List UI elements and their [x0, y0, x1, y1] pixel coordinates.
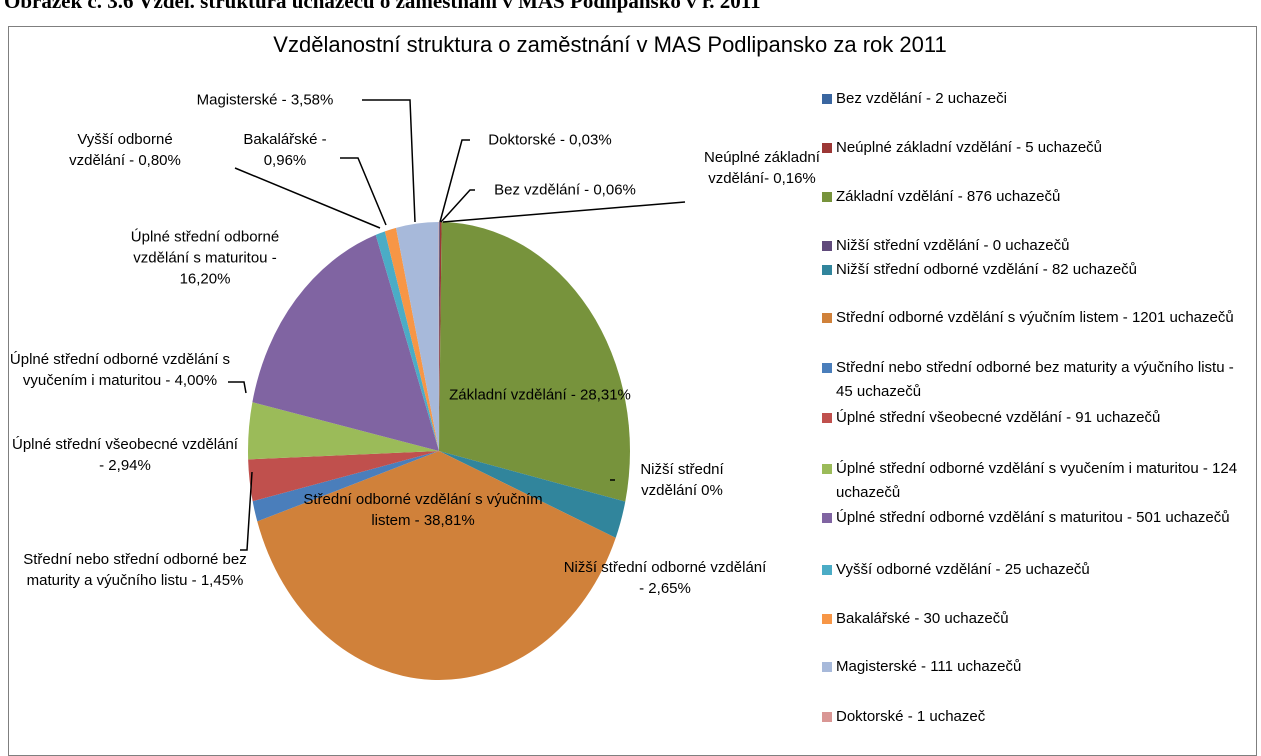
legend-label: Střední odborné vzdělání s výučním liste… [836, 306, 1246, 330]
data-label: Bez vzdělání - 0,06% [435, 180, 695, 201]
legend-swatch [822, 94, 832, 104]
leader-line [235, 168, 380, 228]
legend-swatch [822, 565, 832, 575]
legend-label: Úplné střední odborné vzdělání s vyučení… [836, 457, 1246, 505]
data-label: Doktorské - 0,03% [450, 130, 650, 151]
legend-swatch [822, 614, 832, 624]
legend-label: Střední nebo střední odborné bez maturit… [836, 356, 1246, 404]
legend-swatch [822, 413, 832, 423]
data-label: Bakalářské - 0,96% [235, 129, 335, 171]
legend-label: Základní vzdělání - 876 uchazečů [836, 185, 1246, 209]
leader-line [362, 100, 415, 222]
legend-label: Úplné střední odborné vzdělání s maturit… [836, 506, 1246, 530]
legend-swatch [822, 265, 832, 275]
legend-label: Doktorské - 1 uchazeč [836, 705, 1246, 729]
data-label: Střední nebo střední odborné bez maturit… [15, 549, 255, 591]
legend-swatch [822, 712, 832, 722]
chart-title: Vzdělanostní struktura o zaměstnání v MA… [0, 32, 1220, 58]
data-label: Úplné střední všeobecné vzdělání - 2,94% [10, 434, 240, 476]
legend-swatch [822, 464, 832, 474]
legend-label: Nižší střední odborné vzdělání - 82 ucha… [836, 258, 1246, 282]
leader-line [443, 202, 685, 222]
legend-label: Úplné střední všeobecné vzdělání - 91 uc… [836, 406, 1246, 430]
data-label: Nižší střední odborné vzdělání - 2,65% [560, 557, 770, 599]
legend-label: Bez vzdělání - 2 uchazeči [836, 87, 1246, 111]
data-label: Základní vzdělání - 28,31% [440, 385, 640, 406]
data-label: Střední odborné vzdělání s výučním liste… [298, 489, 548, 531]
legend-label: Nižší střední vzdělání - 0 uchazečů [836, 234, 1246, 258]
data-label: Úplné střední odborné vzdělání s maturit… [110, 227, 300, 290]
data-label: Neúplné základní vzdělání- 0,16% [687, 147, 837, 189]
legend-label: Vyšší odborné vzdělání - 25 uchazečů [836, 558, 1246, 582]
legend-label: Neúplné základní vzdělání - 5 uchazečů [836, 136, 1246, 160]
legend-swatch [822, 513, 832, 523]
data-label: Vyšší odborné vzdělání - 0,80% [50, 129, 200, 171]
legend-label: Magisterské - 111 uchazečů [836, 655, 1246, 679]
legend-swatch [822, 363, 832, 373]
legend-swatch [822, 662, 832, 672]
data-label: Nižší střední vzdělání 0% [622, 459, 742, 501]
legend-swatch [822, 192, 832, 202]
legend-label: Bakalářské - 30 uchazečů [836, 607, 1246, 631]
legend-swatch [822, 313, 832, 323]
legend-swatch [822, 143, 832, 153]
data-label: Magisterské - 3,58% [155, 90, 375, 111]
legend-swatch [822, 241, 832, 251]
data-label: Úplné střední odborné vzdělání s vyučení… [5, 349, 235, 391]
